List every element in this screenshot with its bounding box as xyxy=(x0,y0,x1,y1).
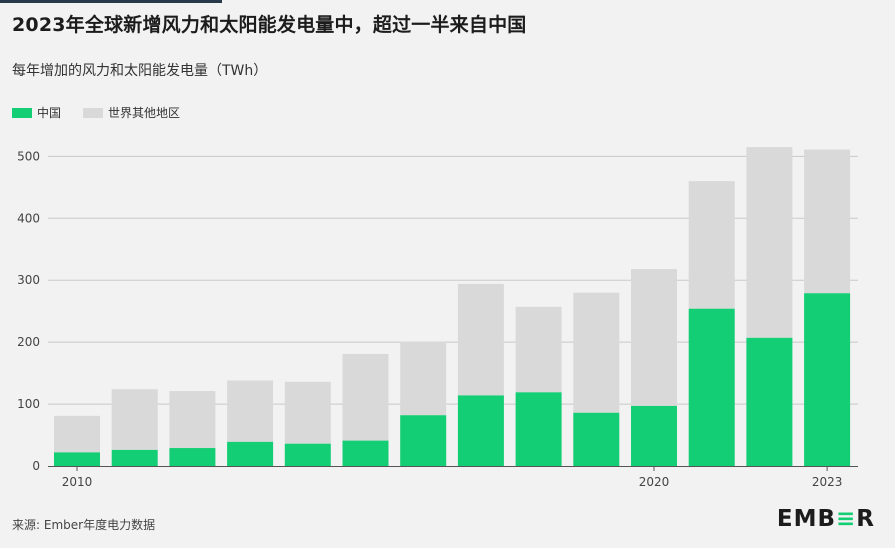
bar-china-2019 xyxy=(573,412,620,466)
bar-rest-of-world-2023 xyxy=(804,149,851,294)
legend: 中国 世界其他地区 xyxy=(12,104,202,121)
legend-label-rest-of-world: 世界其他地区 xyxy=(108,106,181,120)
y-tick-label-100: 100 xyxy=(17,397,40,411)
bar-china-2014 xyxy=(284,443,331,466)
legend-swatch-china xyxy=(12,107,32,118)
legend-label-china: 中国 xyxy=(37,106,62,120)
bar-rest-of-world-2022 xyxy=(746,147,793,338)
bar-rest-of-world-2018 xyxy=(515,306,562,393)
y-tick-label-500: 500 xyxy=(17,149,40,163)
y-tick-label-0: 0 xyxy=(32,459,40,473)
bar-rest-of-world-2021 xyxy=(688,181,735,309)
logo-text-post: R xyxy=(856,506,875,532)
x-tick-label-2010: 2010 xyxy=(62,475,93,489)
bar-rest-of-world-2016 xyxy=(400,341,447,416)
bar-rest-of-world-2013 xyxy=(227,380,274,442)
bar-rest-of-world-2014 xyxy=(284,381,331,444)
x-tick-label-2020: 2020 xyxy=(639,475,670,489)
bar-rest-of-world-2017 xyxy=(457,283,504,396)
bar-china-2022 xyxy=(746,337,793,466)
bar-china-2012 xyxy=(169,448,216,466)
y-tick-label-400: 400 xyxy=(17,211,40,225)
bar-rest-of-world-2020 xyxy=(631,269,677,406)
bar-china-2010 xyxy=(54,452,100,466)
source-note: 来源: Ember年度电力数据 xyxy=(12,518,156,532)
y-tick-label-200: 200 xyxy=(17,335,40,349)
bar-rest-of-world-2010 xyxy=(54,415,100,453)
bar-china-2020 xyxy=(631,405,677,466)
bar-china-2016 xyxy=(400,415,447,466)
bar-rest-of-world-2015 xyxy=(342,353,389,441)
bar-rest-of-world-2011 xyxy=(111,389,158,450)
top-accent-bar xyxy=(0,0,222,3)
bar-china-2015 xyxy=(342,440,389,466)
chart-subtitle: 每年增加的风力和太阳能发电量（TWh） xyxy=(12,63,268,79)
bar-china-2018 xyxy=(515,392,562,466)
legend-swatch-rest-of-world xyxy=(83,107,104,118)
legend-item-china: 中国 xyxy=(12,104,61,121)
bar-china-2021 xyxy=(688,308,735,466)
ember-logo: EMB≡R xyxy=(777,506,875,532)
bar-china-2023 xyxy=(804,293,851,466)
logo-text-pre: EMB xyxy=(776,506,836,532)
logo-accent-glyph: ≡ xyxy=(836,506,857,532)
bar-rest-of-world-2012 xyxy=(169,391,216,449)
bar-rest-of-world-2019 xyxy=(573,292,620,413)
y-tick-label-300: 300 xyxy=(17,273,40,287)
bar-china-2013 xyxy=(227,441,274,466)
bar-china-2011 xyxy=(111,449,158,466)
chart-title: 2023年全球新增风力和太阳能发电量中，超过一半来自中国 xyxy=(12,14,527,36)
x-tick-label-2023: 2023 xyxy=(812,475,843,489)
bar-china-2017 xyxy=(457,395,504,466)
legend-item-rest-of-world: 世界其他地区 xyxy=(83,104,180,121)
